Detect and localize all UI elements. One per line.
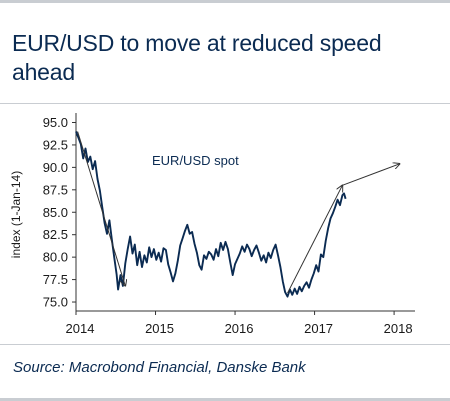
series-line-0: [75, 131, 347, 298]
x-tick-label: 2018: [384, 321, 413, 336]
y-tick-label: 95.0: [43, 115, 68, 130]
y-tick-label: 80.0: [43, 250, 68, 265]
trend-arrow-2: [287, 185, 343, 294]
line-chart: index (1-Jan-14) 95.0 92.5 90.0 87.5 85.0 82.…: [9, 113, 415, 336]
x-tick-label: 2014: [66, 321, 95, 336]
x-axis-ticks: 2014 2015 2016 2017 2018: [66, 311, 413, 336]
y-tick-label: 87.5: [43, 182, 68, 197]
y-tick-label: 92.5: [43, 137, 68, 152]
x-tick-label: 2015: [145, 321, 174, 336]
series-group: [75, 131, 347, 298]
source-note: Source: Macrobond Financial, Danske Bank: [13, 359, 306, 376]
y-tick-label: 85.0: [43, 205, 68, 220]
chart-title: EUR/USD to move at reduced speed ahead: [12, 30, 382, 85]
trend-arrow-1: [77, 131, 126, 285]
source-divider: [0, 344, 450, 345]
annotations-group: [77, 131, 400, 294]
y-tick-label: 82.5: [43, 227, 68, 242]
y-axis-ticks: 95.0 92.5 90.0 87.5 85.0 82.5 80.0 77.5 75.0: [43, 115, 76, 310]
y-axis-title-group: index (1-Jan-14): [9, 171, 23, 258]
y-tick-label: 77.5: [43, 272, 68, 287]
x-tick-label: 2017: [304, 321, 333, 336]
y-tick-label: 90.0: [43, 160, 68, 175]
x-tick-label: 2016: [225, 321, 254, 336]
title-divider: [0, 103, 450, 104]
axes: [75, 113, 415, 312]
y-tick-label: 75.0: [43, 295, 68, 310]
trend-arrow-3: [342, 164, 399, 186]
series-label-eur-usd: EUR/USD spot: [152, 153, 239, 168]
y-axis-title: index (1-Jan-14): [9, 171, 23, 258]
